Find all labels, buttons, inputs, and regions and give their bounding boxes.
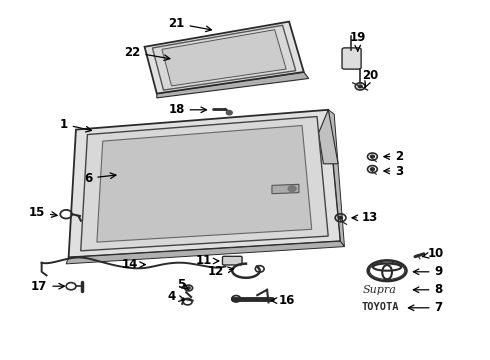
- Polygon shape: [81, 117, 328, 251]
- Polygon shape: [162, 30, 286, 86]
- Text: 22: 22: [124, 46, 170, 60]
- Text: 13: 13: [352, 211, 378, 224]
- Text: 7: 7: [409, 301, 442, 314]
- Text: 11: 11: [195, 255, 219, 267]
- Circle shape: [370, 168, 374, 171]
- Text: Supra: Supra: [363, 285, 397, 295]
- Text: 19: 19: [349, 31, 366, 51]
- Polygon shape: [69, 110, 341, 257]
- Text: TOYOTA: TOYOTA: [361, 302, 398, 312]
- Polygon shape: [328, 110, 344, 247]
- Polygon shape: [145, 22, 304, 94]
- Text: 4: 4: [168, 291, 185, 303]
- Text: 8: 8: [414, 283, 442, 296]
- Text: 15: 15: [28, 206, 57, 219]
- Text: 1: 1: [60, 118, 92, 132]
- Polygon shape: [66, 241, 344, 264]
- Text: 18: 18: [168, 103, 206, 116]
- Circle shape: [358, 85, 362, 88]
- Text: 20: 20: [362, 69, 378, 87]
- Polygon shape: [157, 72, 309, 98]
- Polygon shape: [97, 126, 312, 242]
- Text: 14: 14: [122, 258, 145, 271]
- FancyBboxPatch shape: [342, 48, 361, 69]
- Polygon shape: [152, 25, 296, 90]
- Text: 16: 16: [271, 294, 295, 307]
- Text: 2: 2: [384, 150, 403, 163]
- Text: 21: 21: [168, 17, 212, 32]
- FancyBboxPatch shape: [222, 256, 242, 265]
- Circle shape: [339, 216, 343, 219]
- Text: 12: 12: [207, 265, 234, 278]
- Circle shape: [187, 287, 190, 289]
- Text: 5: 5: [177, 278, 188, 291]
- Text: 17: 17: [31, 280, 64, 293]
- Circle shape: [288, 186, 296, 192]
- Polygon shape: [318, 110, 338, 164]
- Text: 10: 10: [422, 247, 444, 260]
- Polygon shape: [272, 184, 299, 194]
- Circle shape: [226, 111, 232, 115]
- Text: 9: 9: [414, 265, 442, 278]
- Circle shape: [370, 155, 374, 158]
- Text: 6: 6: [84, 172, 116, 185]
- Text: 3: 3: [384, 165, 403, 177]
